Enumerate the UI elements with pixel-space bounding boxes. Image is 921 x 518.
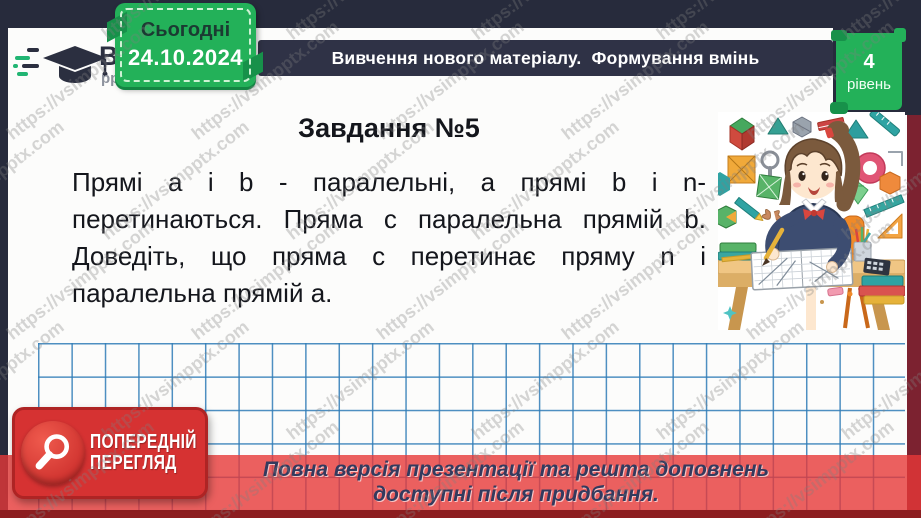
level-number: 4 <box>863 50 875 73</box>
purchase-notice: Повна версія презентації та решта доповн… <box>110 457 921 507</box>
purchase-notice-line2: доступні після придбання. <box>373 483 659 506</box>
right-edge-strip <box>907 115 921 518</box>
date-badge-label: Сьогодні <box>140 19 231 41</box>
girl-studying-drawing <box>718 112 905 330</box>
preview-badge-button[interactable]: ПОПЕРЕДНІЙ ПЕРЕГЛЯД <box>12 407 208 499</box>
preview-label-line1: ПОПЕРЕДНІЙ <box>90 431 197 453</box>
level-badge-curl <box>894 28 906 42</box>
magnifier-icon <box>35 434 70 470</box>
level-label: рівень <box>847 75 891 93</box>
lesson-stage-title: Вивчення нового матеріалу. Формування вм… <box>331 47 760 68</box>
date-badge: Сьогодні 24.10.2024 <box>107 3 263 87</box>
task-line: паралельна прямій а. <box>72 278 333 308</box>
graduation-cap-icon <box>13 46 108 83</box>
girl-studying-illustration <box>718 112 905 330</box>
task-line: перетинаються. Пряма с паралельна прямій… <box>72 204 706 234</box>
lesson-stage-bar: Вивчення нового матеріалу. Формування вм… <box>258 40 833 76</box>
date-badge-date: 24.10.2024 <box>127 45 244 70</box>
magnifier-circle <box>21 421 85 485</box>
task-title: Завдання №5 <box>298 113 480 143</box>
preview-label-line2: ПЕРЕГЛЯД <box>90 452 177 474</box>
task-text: Прямі а і b - паралельні, а прямі b і n-… <box>72 164 706 312</box>
task-line: Доведіть, що пряма с перетинає пряму n і <box>72 241 706 271</box>
bottom-edge-strip <box>0 510 921 518</box>
purchase-notice-line1: Повна версія презентації та решта доповн… <box>263 458 769 481</box>
level-badge: 4 рівень <box>830 28 906 114</box>
task-line: Прямі а і b - паралельні, а прямі b і n- <box>72 167 706 197</box>
